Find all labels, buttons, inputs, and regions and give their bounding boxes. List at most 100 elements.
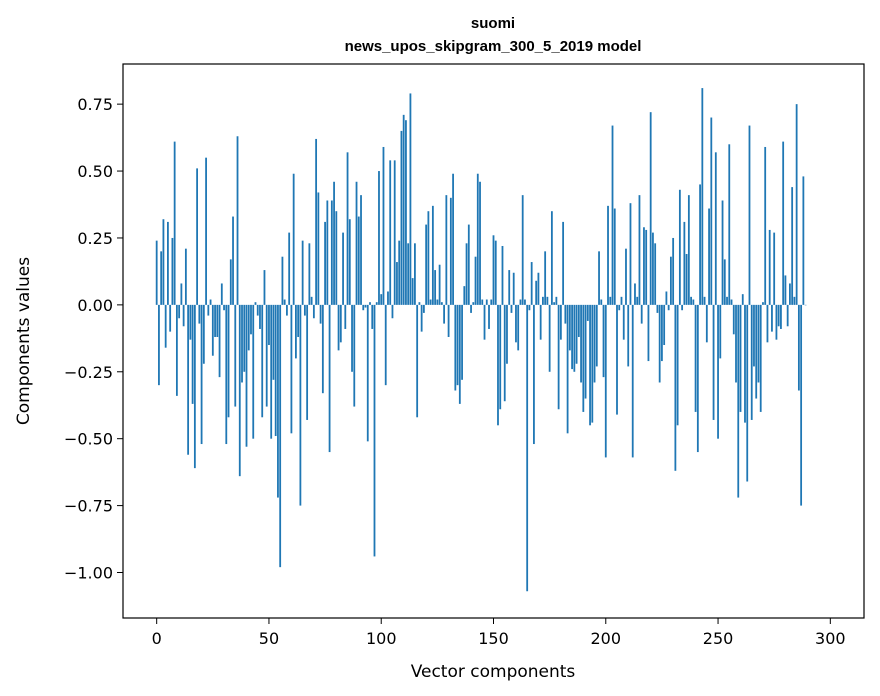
bar-239 [692, 299, 695, 305]
bar-74 [321, 304, 324, 394]
bar-39 [243, 304, 246, 372]
bar-231 [674, 304, 677, 471]
y-tick-label: 0.25 [77, 229, 113, 248]
bar-20 [200, 304, 203, 445]
bar-227 [665, 291, 668, 305]
bar-260 [739, 304, 742, 412]
bar-124 [434, 270, 437, 305]
bar-204 [613, 208, 616, 305]
bar-226 [663, 304, 666, 346]
bar-12 [182, 304, 185, 327]
bar-281 [786, 304, 789, 327]
bar-83 [342, 232, 344, 305]
bar-201 [607, 205, 609, 305]
bar-99 [378, 171, 380, 305]
bar-108 [398, 240, 401, 305]
bar-141 [472, 302, 475, 305]
bar-85 [346, 152, 349, 305]
bar-243 [701, 88, 704, 305]
bar-177 [553, 302, 556, 305]
bar-123 [431, 205, 434, 305]
bar-120 [425, 224, 428, 305]
bar-19 [198, 304, 201, 324]
bar-46 [259, 304, 261, 329]
bar-151 [494, 240, 497, 305]
bar-196 [595, 304, 598, 367]
bar-23 [207, 304, 210, 316]
bar-91 [360, 195, 362, 305]
bar-114 [411, 278, 414, 305]
bar-202 [609, 296, 612, 305]
x-tick-label: 300 [815, 629, 846, 648]
bar-163 [521, 195, 524, 305]
x-tick-label: 250 [703, 629, 734, 648]
bar-181 [562, 221, 565, 305]
bar-208 [622, 304, 625, 340]
bar-16 [191, 304, 194, 404]
bar-212 [631, 304, 634, 458]
bar-110 [402, 114, 405, 305]
bar-185 [571, 304, 573, 370]
bar-109 [400, 130, 403, 305]
bar-series [155, 88, 807, 592]
bar-166 [528, 304, 531, 311]
bar-267 [755, 304, 758, 399]
bar-56 [281, 256, 284, 305]
bar-224 [658, 304, 661, 383]
bar-237 [687, 195, 690, 305]
bar-230 [672, 237, 675, 305]
bar-215 [638, 195, 641, 305]
bar-258 [735, 304, 737, 383]
bar-134 [456, 304, 459, 386]
bar-283 [791, 187, 794, 305]
bar-261 [741, 294, 744, 305]
bar-103 [387, 291, 389, 305]
bar-150 [492, 235, 495, 305]
plot-frame [122, 63, 865, 619]
bar-179 [557, 304, 560, 410]
bar-272 [766, 304, 769, 343]
bar-27 [216, 304, 219, 337]
bar-4 [164, 304, 167, 348]
x-axis-ticks: 0 50 100 150 200 250 300 [152, 618, 846, 648]
bar-29 [220, 283, 223, 305]
bar-10 [178, 304, 181, 319]
bar-238 [690, 296, 692, 305]
bar-286 [797, 304, 800, 391]
bar-7 [171, 237, 174, 305]
y-axis-ticks: 0.75 0.50 0.25 0.00 −0.25 −0.50 −0.75 −1.00 [64, 95, 123, 583]
bar-79 [333, 181, 335, 305]
bar-279 [782, 141, 785, 305]
bar-58 [286, 304, 288, 316]
bar-112 [407, 243, 410, 305]
bar-274 [771, 304, 773, 332]
bar-280 [784, 275, 787, 305]
bar-248 [712, 304, 715, 420]
bar-92 [362, 304, 365, 311]
bar-256 [730, 299, 733, 305]
bar-175 [548, 304, 551, 372]
bar-126 [438, 264, 441, 305]
bar-188 [577, 304, 580, 337]
bar-152 [497, 304, 499, 426]
bar-242 [699, 184, 701, 305]
bar-49 [265, 304, 268, 407]
bar-43 [252, 304, 255, 439]
bar-225 [661, 304, 663, 362]
y-tick-label: 0.75 [77, 95, 113, 114]
bar-211 [629, 203, 632, 305]
bar-178 [555, 296, 558, 305]
bar-270 [762, 302, 764, 305]
bar-41 [247, 304, 250, 351]
bar-158 [510, 304, 513, 313]
bar-72 [317, 192, 320, 305]
bar-67 [306, 304, 309, 420]
bar-6 [169, 304, 172, 332]
bar-219 [647, 304, 650, 362]
bar-86 [348, 219, 351, 305]
y-axis-label: Components values [14, 257, 34, 425]
bar-73 [319, 304, 322, 324]
bar-173 [544, 251, 547, 305]
bar-287 [800, 304, 803, 506]
bar-125 [436, 299, 439, 305]
